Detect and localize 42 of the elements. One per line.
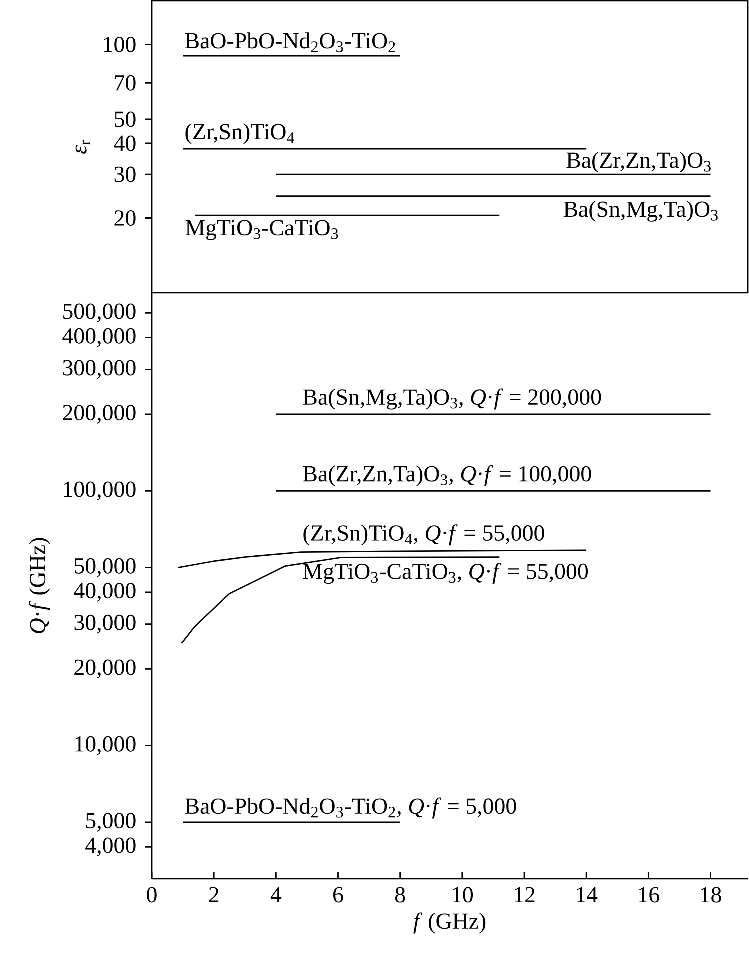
annotation: Ba(Zr,Zn,Ta)O$_{3}$ — [566, 152, 711, 173]
y-tick-label: 300,000 — [63, 360, 136, 380]
y-tick-label: 50,000 — [74, 558, 136, 578]
x-tick-label: 16 — [639, 887, 660, 903]
annotation: (Zr,Sn)TiO$_{4}$, Q·f = 55,000 — [304, 524, 544, 546]
y-tick-label: 4,000 — [86, 838, 136, 857]
text: MgTiO$_{3}$-CaTiO$_{3}$, Q·f = 55,000 — [303, 562, 588, 584]
annotation: Ba(Zr,Zn,Ta)O$_{3}$, Q·f = 100,000 — [303, 465, 592, 486]
y-axis-title: ε$_{r}$ — [76, 140, 90, 154]
y-tick-label: 10,000 — [76, 736, 136, 756]
x-tick-label: 14 — [577, 887, 598, 902]
x-tick-label: 12 — [515, 887, 535, 902]
y-tick-label: 5,000 — [86, 813, 136, 832]
y-tick-label: 50 — [115, 112, 136, 128]
x-tick-label: 0 — [147, 887, 157, 903]
annotation: Ba(Sn,Mg,Ta)O$_{3}$, Q·f = 200,000 — [303, 388, 602, 410]
text: BaO-PbO-Nd$_{2}$O$_{3}$-TiO$_{2}$, Q·f = 5,000 — [185, 798, 516, 819]
y-tick-label: 100 — [104, 36, 136, 52]
annotation: MgTiO$_{3}$-CaTiO$_{3}$ — [186, 220, 338, 240]
x-tick-label: 4 — [270, 887, 282, 902]
y-tick-label: 20,000 — [74, 660, 136, 679]
y-tick-label: 100,000 — [64, 482, 136, 501]
y-tick-label: 20 — [114, 210, 136, 226]
y-tick-label: 40 — [114, 136, 136, 152]
x-tick-label: 6 — [334, 887, 344, 903]
x-tick-label: 2 — [209, 887, 219, 902]
y-axis-title: Q·f (GHz) — [29, 538, 50, 634]
annotation: Ba(Sn,Mg,Ta)O$_{3}$ — [564, 201, 718, 222]
annotation: BaO-PbO-Nd$_{2}$O$_{3}$-TiO$_{2}$ — [185, 32, 396, 52]
x-axis-title: f (GHz) — [414, 912, 486, 934]
y-tick-label: 70 — [115, 75, 136, 91]
annotation: (Zr,Sn)TiO$_{4}$ — [186, 124, 295, 144]
x-tick-label: 8 — [395, 887, 406, 903]
y-tick-label: 200,000 — [63, 405, 136, 424]
y-tick-label: 500,000 — [64, 304, 136, 323]
x-tick-label: 18 — [701, 887, 722, 903]
y-tick-label: 30 — [114, 166, 136, 182]
y-tick-label: 400,000 — [62, 328, 136, 348]
y-tick-label: 40,000 — [74, 583, 136, 602]
x-tick-label: 10 — [452, 887, 474, 903]
y-tick-label: 30,000 — [74, 614, 136, 634]
line-series — [181, 556, 500, 644]
